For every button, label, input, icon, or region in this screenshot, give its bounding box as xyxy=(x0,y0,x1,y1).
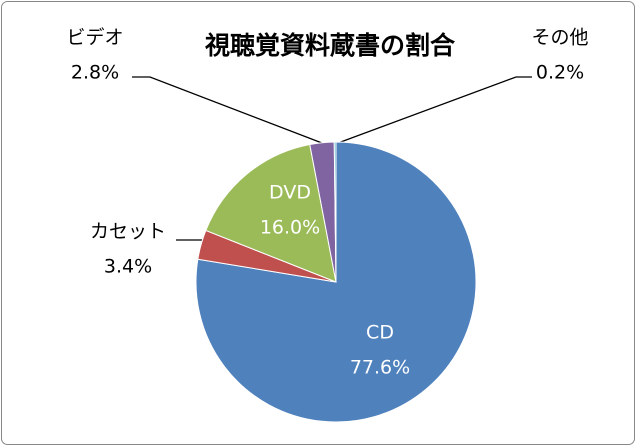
slice-value-label: 2.8% xyxy=(71,62,119,84)
slice-value-label: 0.2% xyxy=(536,62,584,84)
slice-label: カセット xyxy=(90,221,166,243)
leader-line xyxy=(337,76,532,144)
slice-label: その他 xyxy=(531,27,588,49)
slice-value-label: 16.0% xyxy=(260,217,320,239)
slice-value-label: 77.6% xyxy=(350,357,410,379)
slice-label: CD xyxy=(366,322,394,344)
slice-label: ビデオ xyxy=(66,27,123,49)
leader-line xyxy=(132,76,323,144)
slice-label: DVD xyxy=(269,182,311,204)
slice-value-label: 3.4% xyxy=(104,256,152,278)
pie-slice xyxy=(205,143,337,283)
chart-title: 視聴覚資料蔵書の割合 xyxy=(205,31,456,60)
pie-slice xyxy=(333,141,337,283)
